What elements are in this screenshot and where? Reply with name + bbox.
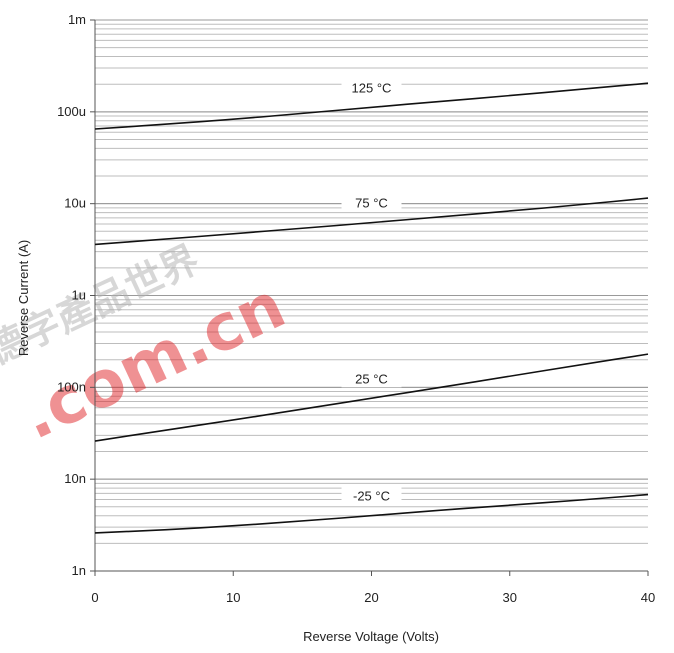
series-line xyxy=(94,493,649,534)
y-tick-label: 1m xyxy=(68,12,86,27)
series-label: -25 °C xyxy=(353,489,390,504)
grid xyxy=(95,19,648,572)
y-axis-title: Reverse Current (A) xyxy=(16,240,31,356)
series-line xyxy=(94,197,649,246)
series-line xyxy=(94,353,649,442)
y-tick-label: 1u xyxy=(72,288,86,303)
y-tick-label: 1n xyxy=(72,563,86,578)
y-tick-label: 10u xyxy=(64,196,86,211)
series-label-bg xyxy=(341,369,402,388)
series-label-bg xyxy=(341,78,402,97)
series-label: 75 °C xyxy=(355,196,388,211)
x-tick-label: 20 xyxy=(364,590,378,605)
series-label-bg xyxy=(341,193,402,212)
axes xyxy=(90,19,649,576)
x-tick-label: 10 xyxy=(226,590,240,605)
x-tick-label: 40 xyxy=(641,590,655,605)
y-tick-label: 100n xyxy=(57,379,86,394)
series: 125 °C 75 °C 25 °C -25 °C xyxy=(94,78,649,534)
x-tick-label: 30 xyxy=(503,590,517,605)
series-line xyxy=(94,82,649,130)
series-label-bg xyxy=(341,486,402,505)
x-tick-label: 0 xyxy=(91,590,98,605)
tick-labels: 1n 10n 100n 1u 10u 100u 1m 0 10 20 30 40 xyxy=(57,12,655,605)
x-axis-title: Reverse Voltage (Volts) xyxy=(303,629,439,644)
series-label: 25 °C xyxy=(355,371,388,386)
y-tick-label: 10n xyxy=(64,471,86,486)
series-label: 125 °C xyxy=(352,80,392,95)
y-tick-label: 100u xyxy=(57,104,86,119)
watermark: 德字產品世界 .com.cn xyxy=(0,237,296,455)
